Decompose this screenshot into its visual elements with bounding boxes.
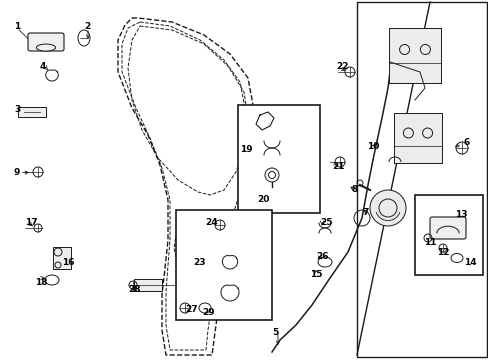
Bar (134, 279, 162, 291)
Bar (18, 107, 46, 117)
Text: 29: 29 (202, 308, 214, 317)
Text: 25: 25 (319, 218, 332, 227)
Text: 2: 2 (84, 22, 90, 31)
Text: 26: 26 (315, 252, 328, 261)
Text: 1: 1 (14, 22, 20, 31)
Bar (393, 113, 441, 163)
Bar (53, 247, 71, 269)
Bar (356, 2, 486, 357)
Circle shape (369, 190, 405, 226)
Text: 6: 6 (463, 138, 469, 147)
Text: 20: 20 (257, 195, 269, 204)
Text: 24: 24 (204, 218, 217, 227)
FancyBboxPatch shape (429, 217, 465, 239)
Text: 12: 12 (436, 248, 448, 257)
Text: 18: 18 (35, 278, 47, 287)
Text: 15: 15 (309, 270, 322, 279)
Text: 10: 10 (366, 142, 379, 151)
Text: 16: 16 (62, 258, 74, 267)
Text: 11: 11 (423, 238, 436, 247)
Bar (238, 105, 319, 213)
Text: 4: 4 (40, 62, 46, 71)
Text: 9: 9 (14, 168, 20, 177)
Text: 27: 27 (184, 305, 197, 314)
Bar (388, 27, 440, 82)
Text: 7: 7 (361, 208, 367, 217)
Text: 28: 28 (128, 285, 140, 294)
Text: 19: 19 (240, 145, 252, 154)
Text: 22: 22 (335, 62, 348, 71)
Text: 5: 5 (271, 328, 278, 337)
Ellipse shape (36, 44, 56, 51)
Text: 13: 13 (454, 210, 467, 219)
Bar (414, 195, 482, 275)
Text: 21: 21 (331, 162, 344, 171)
FancyBboxPatch shape (28, 33, 64, 51)
Text: 3: 3 (14, 105, 20, 114)
Text: 8: 8 (351, 185, 358, 194)
Bar (176, 210, 271, 320)
Text: 14: 14 (463, 258, 476, 267)
Text: 17: 17 (25, 218, 38, 227)
Text: 23: 23 (193, 258, 205, 267)
